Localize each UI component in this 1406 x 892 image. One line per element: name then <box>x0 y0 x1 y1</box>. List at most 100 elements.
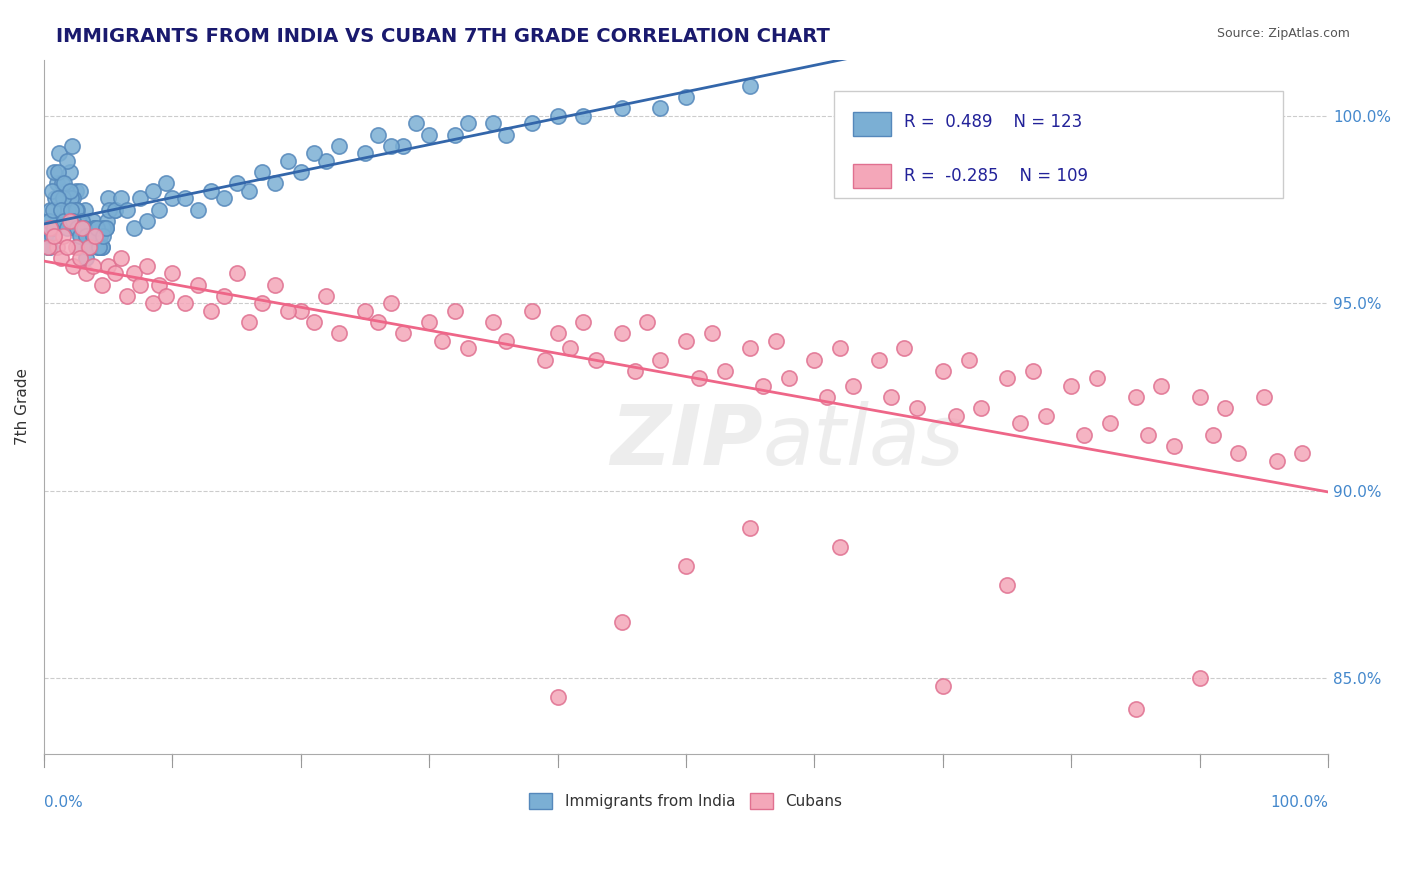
Point <box>58 214 80 228</box>
Point <box>610 615 633 630</box>
Point <box>700 326 723 341</box>
Point <box>752 379 775 393</box>
Text: 0.0%: 0.0% <box>44 795 83 810</box>
Point <box>520 304 543 318</box>
Point <box>560 342 582 356</box>
Point <box>200 184 222 198</box>
Point <box>45 177 67 191</box>
Point <box>56 221 79 235</box>
Point <box>91 221 114 235</box>
Point <box>82 259 104 273</box>
Point <box>1227 446 1250 460</box>
Point <box>713 364 735 378</box>
Point <box>52 191 75 205</box>
Point <box>495 334 517 348</box>
Point <box>86 240 108 254</box>
Point <box>69 252 91 266</box>
Point <box>93 221 115 235</box>
Point <box>46 191 69 205</box>
Point <box>51 177 73 191</box>
Point <box>572 109 595 123</box>
Point <box>200 304 222 318</box>
Point <box>52 191 75 205</box>
Point <box>44 191 66 205</box>
Point <box>328 139 350 153</box>
Point <box>41 228 63 243</box>
Point <box>740 342 762 356</box>
Point <box>87 228 110 243</box>
Legend: Immigrants from India, Cubans: Immigrants from India, Cubans <box>523 787 849 815</box>
Point <box>55 184 77 198</box>
Point <box>264 277 287 292</box>
Point <box>63 221 86 235</box>
Point <box>250 165 273 179</box>
Point <box>142 296 165 310</box>
Point <box>46 165 69 179</box>
Point <box>103 202 125 217</box>
Point <box>94 221 117 235</box>
Point <box>53 177 76 191</box>
Point <box>72 214 94 228</box>
Point <box>995 371 1018 385</box>
Point <box>367 315 389 329</box>
Text: Source: ZipAtlas.com: Source: ZipAtlas.com <box>1216 27 1350 40</box>
Point <box>142 184 165 198</box>
Point <box>60 139 83 153</box>
Point <box>1201 427 1223 442</box>
Point <box>367 128 389 142</box>
Point <box>59 191 82 205</box>
Point <box>35 221 58 235</box>
Point <box>430 334 453 348</box>
Point <box>82 228 104 243</box>
Text: R =  -0.285    N = 109: R = -0.285 N = 109 <box>904 167 1088 186</box>
Point <box>290 304 312 318</box>
Point <box>52 228 75 243</box>
Point <box>65 184 87 198</box>
Point <box>392 139 415 153</box>
Point <box>380 139 402 153</box>
Point <box>122 221 145 235</box>
Point <box>187 202 209 217</box>
Point <box>1163 439 1185 453</box>
Point <box>905 401 928 416</box>
Point <box>1125 701 1147 715</box>
Point <box>1215 401 1237 416</box>
Point <box>56 153 79 168</box>
Point <box>98 202 121 217</box>
Point <box>264 177 287 191</box>
Point <box>650 352 672 367</box>
Point <box>740 521 762 535</box>
Point <box>148 277 170 292</box>
Point <box>79 228 101 243</box>
Point <box>1253 390 1275 404</box>
Point <box>1073 427 1095 442</box>
Point <box>520 116 543 130</box>
Point <box>162 191 184 205</box>
Point <box>38 214 60 228</box>
Point <box>610 101 633 115</box>
Point <box>830 342 852 356</box>
Point <box>73 221 96 235</box>
Point <box>90 240 112 254</box>
Point <box>238 315 260 329</box>
Point <box>41 184 63 198</box>
Point <box>129 277 152 292</box>
Point <box>45 214 67 228</box>
Point <box>76 240 98 254</box>
Point <box>418 315 440 329</box>
Point <box>174 296 197 310</box>
Point <box>1060 379 1083 393</box>
Point <box>945 409 967 423</box>
Point <box>82 214 104 228</box>
Point <box>302 146 325 161</box>
Point <box>162 267 184 281</box>
Point <box>547 326 569 341</box>
Point <box>79 240 101 254</box>
Point <box>96 214 118 228</box>
Point <box>75 267 97 281</box>
Point <box>315 289 337 303</box>
Point <box>45 240 67 254</box>
Point <box>842 379 865 393</box>
Point <box>392 326 415 341</box>
Point <box>482 116 505 130</box>
